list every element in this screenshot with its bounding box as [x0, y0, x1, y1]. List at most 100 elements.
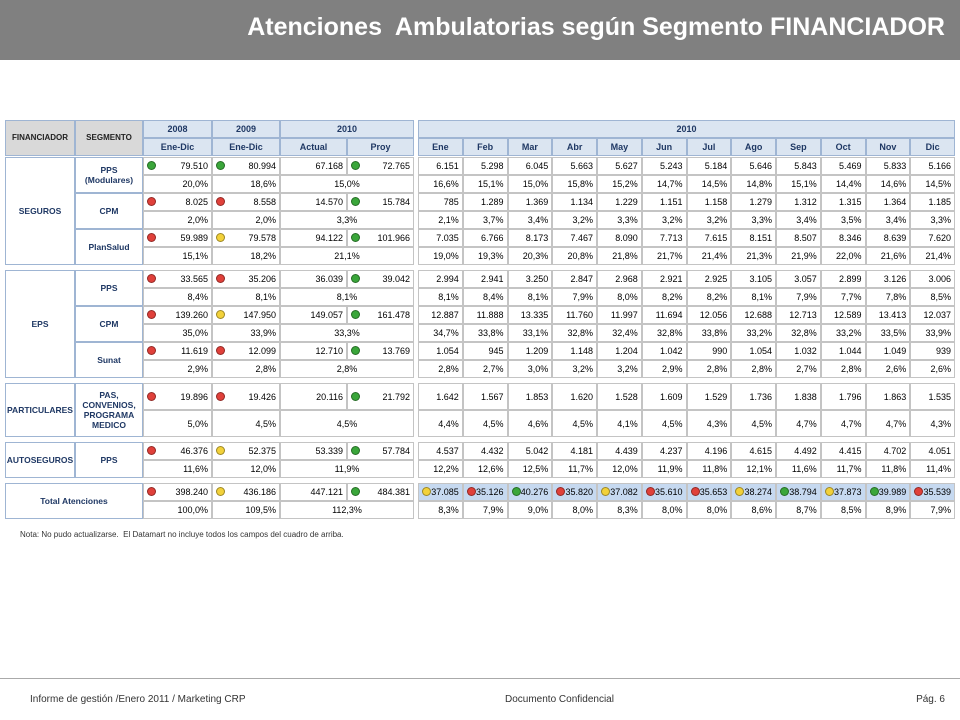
- share-cell: 33,9%: [910, 324, 955, 342]
- value-cell-text: 7.620: [928, 233, 951, 243]
- status-dot: [147, 197, 156, 206]
- share-cell: 4,7%: [865, 410, 911, 437]
- share-cell: 8,1%: [280, 288, 414, 306]
- value-cell-text: 5.663: [570, 161, 593, 171]
- share-cell-text: 3,3%: [930, 215, 951, 225]
- value-cell: 4.702: [865, 442, 911, 460]
- status-dot: [216, 346, 225, 355]
- value-cell-text: 5.184: [704, 161, 728, 171]
- value-cell: 139.260: [143, 306, 212, 324]
- value-cell-text: 1.853: [525, 391, 549, 402]
- share-cell-text: 4,5%: [661, 418, 683, 429]
- value-cell-text: 436.186: [243, 487, 276, 497]
- value-cell-text: 5.298: [480, 161, 504, 171]
- status-dot: [466, 487, 476, 496]
- share-cell-text: 22,0%: [835, 251, 862, 261]
- share-cell-text: 33,5%: [880, 328, 907, 338]
- share-cell-text: 33,2%: [835, 328, 862, 338]
- value-cell: 447.121: [280, 483, 347, 501]
- share-cell: 8,4%: [462, 288, 508, 306]
- share-cell-text: 2,8%: [438, 364, 459, 374]
- header-period: Sep: [776, 138, 821, 156]
- share-cell: 3,2%: [552, 360, 597, 378]
- share-cell-text: 21,9%: [791, 251, 817, 261]
- value-cell: 5.843: [776, 157, 821, 175]
- share-cell: 11,9%: [280, 460, 414, 478]
- value-cell: 12.713: [776, 306, 821, 324]
- value-cell: 147.950: [212, 306, 280, 324]
- value-cell-text: 12.713: [789, 310, 817, 320]
- share-cell-text: 5,0%: [187, 418, 208, 429]
- share-cell-text: 11,6%: [183, 464, 208, 474]
- value-cell: 94.122: [280, 229, 347, 247]
- share-cell-text: 18,6%: [250, 179, 276, 189]
- share-cell: 8,1%: [418, 288, 463, 306]
- value-cell: 2.921: [641, 270, 687, 288]
- header-period: Feb: [462, 138, 508, 156]
- value-cell-text: 5.042: [525, 446, 549, 456]
- status-dot: [690, 487, 700, 496]
- value-cell: 1.528: [597, 383, 642, 410]
- value-cell: 8.558: [212, 193, 280, 211]
- share-cell-text: 8,1%: [336, 292, 358, 302]
- value-cell: 149.057: [280, 306, 347, 324]
- value-cell: 12.887: [418, 306, 463, 324]
- share-cell: 33,1%: [507, 324, 553, 342]
- share-cell: 12,1%: [731, 460, 776, 478]
- share-cell-text: 15,0%: [334, 179, 360, 189]
- financiador-label-text: AUTOSEGUROS: [6, 455, 74, 465]
- share-cell-text: 14,8%: [746, 179, 772, 189]
- value-cell-text: 1.204: [615, 346, 638, 356]
- value-cell: 13.769: [347, 342, 414, 360]
- value-cell: 1.204: [597, 342, 642, 360]
- share-cell: 15,1%: [462, 175, 508, 193]
- value-cell-text: 1.528: [615, 391, 638, 402]
- share-cell-text: 33,8%: [477, 328, 504, 338]
- share-cell: 3,3%: [910, 211, 955, 229]
- share-cell: 112,3%: [280, 501, 414, 519]
- share-cell-text: 4,3%: [706, 418, 728, 429]
- status-dot: [216, 310, 225, 319]
- value-cell: 1.279: [731, 193, 776, 211]
- value-cell: 1.863: [865, 383, 911, 410]
- share-cell-text: 33,8%: [701, 328, 728, 338]
- value-cell: 5.166: [910, 157, 955, 175]
- share-cell: 2,7%: [776, 360, 821, 378]
- value-cell-text: 2.899: [838, 274, 862, 284]
- value-cell-text: 46.376: [180, 446, 208, 456]
- value-cell-text: 398.240: [175, 487, 208, 497]
- header-period-text: Ene-Dic: [160, 142, 195, 152]
- share-cell: 11,7%: [820, 460, 866, 478]
- share-cell: 12,2%: [418, 460, 463, 478]
- share-cell: 16,6%: [418, 175, 463, 193]
- share-cell: 15,2%: [597, 175, 642, 193]
- value-cell-text: 147.950: [243, 310, 276, 320]
- value-cell: 1.312: [776, 193, 821, 211]
- share-cell: 8,9%: [865, 501, 911, 519]
- value-cell-text: 1.535: [928, 391, 951, 402]
- header-period-text: Oct: [835, 142, 851, 152]
- value-cell-text: 12.710: [315, 346, 343, 356]
- share-cell-text: 19,3%: [477, 251, 504, 261]
- status-dot: [869, 487, 879, 496]
- header-period-text: Mar: [521, 142, 538, 152]
- share-cell: 20,0%: [143, 175, 212, 193]
- value-cell: 35.820: [552, 483, 597, 501]
- share-cell-text: 19,0%: [433, 251, 459, 261]
- value-cell: 2.994: [418, 270, 463, 288]
- value-cell: 80.994: [212, 157, 280, 175]
- share-cell-text: 4,7%: [840, 418, 862, 429]
- share-cell-text: 14,5%: [701, 179, 728, 189]
- status-dot: [351, 310, 360, 319]
- value-cell-text: 3.006: [928, 274, 951, 284]
- header-period-text: Dic: [925, 142, 940, 152]
- value-cell: 79.510: [143, 157, 212, 175]
- value-cell-text: 1.158: [704, 197, 728, 207]
- header-period: Dic: [910, 138, 955, 156]
- value-cell: 1.134: [552, 193, 597, 211]
- value-cell: 4.537: [418, 442, 463, 460]
- value-cell-text: 11.760: [566, 310, 593, 320]
- share-cell-text: 15,1%: [477, 179, 504, 189]
- value-cell-text: 1.049: [883, 346, 907, 356]
- value-cell: 8.090: [597, 229, 642, 247]
